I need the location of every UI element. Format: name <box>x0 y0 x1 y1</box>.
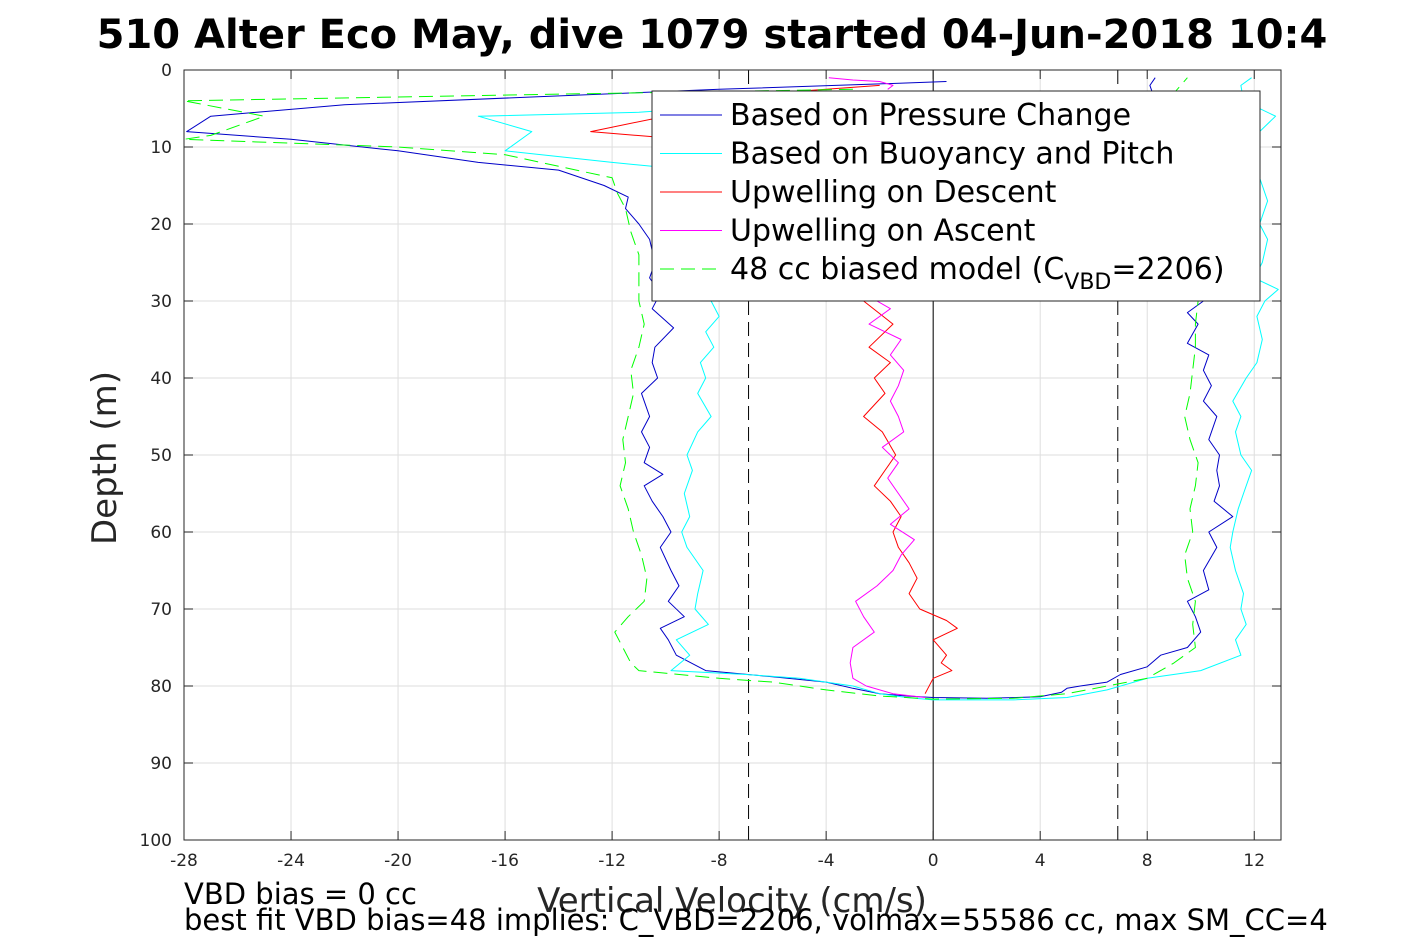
x-tick-label: -28 <box>170 851 198 871</box>
legend-label: 48 cc biased model (CVBD=2206) <box>730 252 1225 295</box>
y-tick-label: 40 <box>150 369 172 389</box>
legend-label-suffix: =2206) <box>1111 252 1224 287</box>
vbd-bias-note: VBD bias = 0 cc <box>184 877 417 911</box>
series-line-2 <box>477 77 1279 701</box>
legend-label: Upwelling on Descent <box>730 175 1057 210</box>
y-tick-label: 10 <box>150 138 172 158</box>
x-tick-label: -24 <box>277 851 305 871</box>
axis-ticks: -28 -24 -20 -16 -12 -8 -4 0 4 8 12 0 10 20 30 40 50 60 70 8… <box>140 61 1281 871</box>
legend-label-prefix: 48 cc biased model (C <box>730 252 1064 287</box>
y-tick-label: 60 <box>150 523 172 543</box>
y-tick-label: 70 <box>150 600 172 620</box>
series-line-4 <box>828 77 894 90</box>
x-tick-label: -12 <box>598 851 626 871</box>
best-fit-note: best fit VBD bias=48 implies: C_VBD=2206… <box>184 903 1328 937</box>
y-tick-label: 90 <box>150 754 172 774</box>
x-tick-label: 4 <box>1035 851 1046 871</box>
x-tick-label: 0 <box>928 851 939 871</box>
legend-label-subscript: VBD <box>1064 270 1111 295</box>
y-axis-label: Depth (m) <box>85 371 125 545</box>
chart-title: 510 Alter Eco May, dive 1079 started 04-… <box>97 12 1328 58</box>
x-tick-label: 12 <box>1243 851 1265 871</box>
legend-box <box>651 90 1261 302</box>
y-tick-label: 30 <box>150 292 172 312</box>
y-tick-label: 20 <box>150 215 172 235</box>
legend-label: Based on Pressure Change <box>730 98 1131 133</box>
x-tick-label: 8 <box>1142 851 1153 871</box>
y-tick-label: 80 <box>150 677 172 697</box>
legend-label: Upwelling on Ascent <box>730 214 1036 249</box>
y-tick-label: 100 <box>140 831 172 851</box>
series-line-5 <box>183 77 1199 700</box>
x-tick-label: -20 <box>384 851 412 871</box>
y-tick-label: 50 <box>150 446 172 466</box>
x-tick-label: -16 <box>491 851 519 871</box>
x-axis-label: Vertical Velocity (cm/s) <box>537 881 927 921</box>
legend: Based on Pressure Change Based on Buoyanc… <box>651 90 1261 302</box>
y-tick-label: 0 <box>161 61 172 81</box>
legend-label: Based on Buoyancy and Pitch <box>730 137 1174 172</box>
x-tick-label: -4 <box>818 851 835 871</box>
x-tick-label: -8 <box>711 851 728 871</box>
